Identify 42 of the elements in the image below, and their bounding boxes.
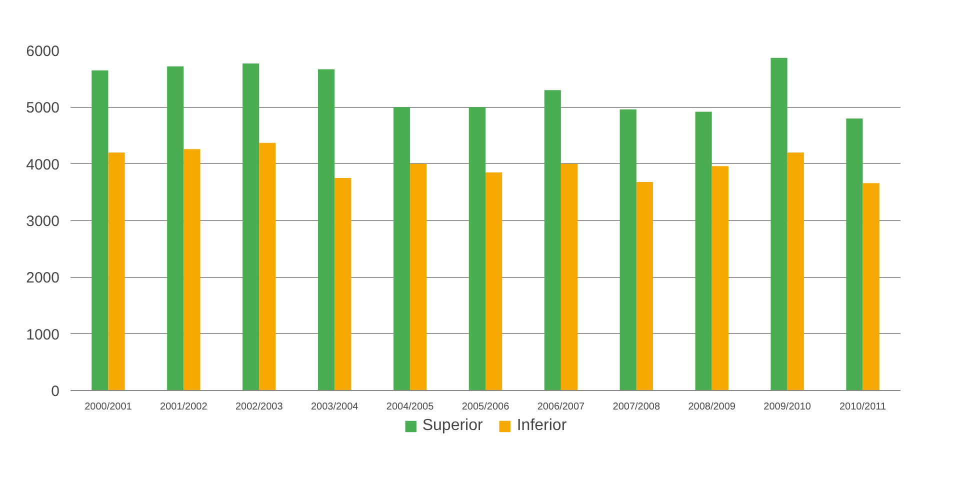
- x-tick-label: 2010/2011: [840, 402, 886, 412]
- bar: [108, 152, 125, 390]
- x-tick-label: 2002/2003: [236, 402, 284, 412]
- bar: [695, 112, 712, 390]
- bar: [620, 109, 636, 390]
- bar: [712, 166, 728, 390]
- x-tick-label: 2005/2006: [462, 402, 510, 412]
- bar: [636, 182, 654, 390]
- y-tick-label: 1000: [26, 326, 60, 344]
- x-tick-label: 2001/2002: [160, 402, 208, 412]
- bar: [318, 69, 335, 390]
- bar: [770, 58, 788, 390]
- legend-label: Superior: [422, 417, 483, 435]
- bar: [846, 118, 863, 390]
- bar: [184, 149, 200, 390]
- y-tick-label: 5000: [26, 100, 60, 117]
- x-tick-label: 2007/2008: [612, 402, 660, 412]
- y-tick-label: 3000: [26, 213, 60, 230]
- x-tick-label: 2008/2009: [688, 402, 736, 412]
- bar: [410, 164, 427, 390]
- bar: [560, 164, 578, 390]
- bar: [862, 183, 880, 390]
- bar: [393, 107, 410, 390]
- x-tick-label: 2003/2004: [310, 402, 359, 412]
- bar: [92, 70, 108, 390]
- bar: [167, 66, 184, 390]
- x-tick-label: 2004/2005: [386, 402, 434, 412]
- bar: [242, 64, 260, 390]
- x-tick-label: 2006/2007: [537, 402, 586, 412]
- bar: [334, 178, 352, 390]
- y-tick-label: 4000: [26, 156, 60, 174]
- bar: [787, 152, 804, 390]
- y-tick-label: 6000: [26, 43, 60, 60]
- bar: [259, 142, 276, 390]
- y-tick-label: 0: [51, 383, 60, 400]
- legend-label: Inferior: [516, 417, 567, 435]
- x-tick-label: 2000/2001: [84, 402, 132, 412]
- bar: [544, 90, 561, 390]
- bar: [468, 107, 486, 390]
- y-tick-label: 2000: [26, 270, 60, 287]
- x-tick-label: 2009/2010: [764, 402, 812, 412]
- bar: [486, 172, 502, 390]
